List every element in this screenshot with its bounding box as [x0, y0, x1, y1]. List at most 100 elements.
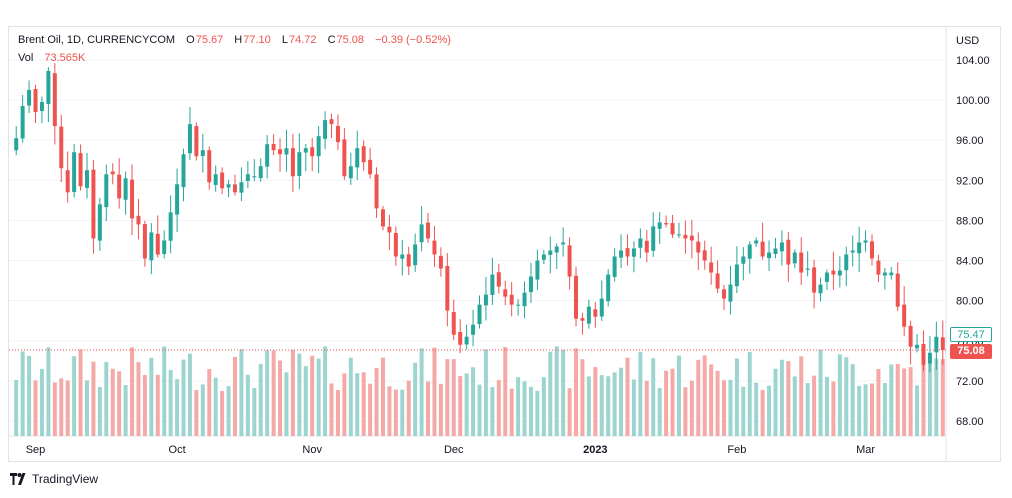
volume-bar — [799, 356, 804, 436]
candle-body — [207, 150, 212, 183]
candle-body — [445, 266, 450, 311]
volume-bar — [792, 376, 797, 436]
volume-bar — [574, 348, 579, 436]
volume-bar — [850, 364, 855, 436]
volume-bar — [348, 357, 353, 436]
volume-bar — [638, 352, 643, 436]
volume-bar — [226, 386, 231, 436]
candle-body — [818, 284, 823, 294]
tradingview-logo[interactable]: TradingView — [10, 472, 98, 486]
volume-bar — [747, 351, 752, 436]
volume-bar — [303, 366, 308, 436]
candle-body — [252, 176, 257, 178]
volume-bar — [355, 373, 360, 436]
candle-body — [168, 212, 173, 241]
candle-body — [863, 240, 868, 243]
price-tick-label: 80.00 — [956, 296, 984, 308]
volume-bar — [535, 390, 540, 436]
candle-body — [175, 184, 180, 215]
volume-bar — [419, 348, 424, 436]
candle-body — [715, 273, 720, 289]
candle-body — [200, 150, 205, 156]
candle-body — [72, 152, 77, 193]
volume-bar — [91, 361, 96, 436]
volume-bar — [464, 373, 469, 436]
candle-body — [612, 256, 617, 277]
candle-body — [535, 260, 540, 280]
volume-bar — [528, 386, 533, 436]
volume-bar — [651, 358, 656, 436]
volume-bar — [754, 382, 759, 436]
symbol-label[interactable]: Brent Oil, 1D, CURRENCYCOM — [18, 34, 176, 46]
volume-bar — [921, 355, 926, 436]
candle-body — [368, 159, 373, 175]
volume-bar — [27, 355, 32, 436]
ohlc-legend: Brent Oil, 1D, CURRENCYCOM O75.67 H77.10… — [18, 34, 452, 46]
candle-body — [882, 272, 887, 276]
volume-bar — [162, 346, 167, 436]
candle-body — [541, 254, 546, 260]
candle-body — [323, 120, 328, 139]
volume-bar — [689, 380, 694, 436]
volume-bar — [844, 357, 849, 436]
volume-bar — [895, 363, 900, 436]
volume-bar — [200, 384, 205, 436]
volume-bar — [110, 368, 115, 436]
volume-bar — [136, 362, 141, 436]
candle-body — [631, 248, 636, 257]
open-label: O — [186, 34, 195, 46]
candle-body — [78, 153, 83, 187]
volume-bar — [117, 371, 122, 436]
volume-bar — [438, 383, 443, 436]
volume-bar — [97, 386, 102, 436]
volume-bar — [245, 374, 250, 436]
volume-bar — [335, 390, 340, 436]
volume-bar — [554, 346, 559, 436]
volume-bar — [741, 386, 746, 436]
candle-body — [619, 250, 624, 258]
candle-body — [413, 244, 418, 266]
volume-bar — [503, 347, 508, 436]
candle-body — [142, 224, 147, 259]
candle-body — [265, 144, 270, 167]
candle-body — [561, 242, 566, 245]
candle-body — [670, 223, 675, 235]
candle-body — [65, 170, 70, 193]
volume-bar — [664, 370, 669, 436]
candle-body — [889, 272, 894, 276]
volume-bar — [65, 380, 70, 436]
volume-bar — [702, 355, 707, 436]
candle-body — [432, 240, 437, 255]
volume-bar — [168, 369, 173, 436]
candle-body — [837, 270, 842, 276]
candle-body — [831, 270, 836, 275]
candle-body — [503, 289, 508, 297]
candle-body — [664, 223, 669, 225]
time-tick-label: Feb — [727, 444, 746, 456]
low-label: L — [281, 34, 288, 46]
volume-bar — [670, 368, 675, 436]
candle-body — [348, 166, 353, 179]
candle-body — [496, 272, 501, 287]
candle-body — [387, 226, 392, 233]
volume-bar — [426, 381, 431, 436]
candle-body — [342, 139, 347, 177]
volume-bar — [33, 380, 38, 436]
volume-bar — [368, 383, 373, 436]
candle-body — [91, 169, 96, 239]
volume-bar — [400, 389, 405, 436]
candle-body — [689, 235, 694, 241]
volume-bar — [361, 372, 366, 436]
candle-body — [46, 70, 51, 104]
volume-bar — [805, 383, 810, 436]
volume-bar — [232, 356, 237, 436]
volume-bar — [39, 369, 44, 436]
price-tick-label: 68.00 — [956, 416, 984, 428]
volume-bar — [516, 377, 521, 436]
price-tag-high: 75.47 — [950, 327, 992, 342]
price-tick-label: 92.00 — [956, 175, 984, 187]
volume-value: 73.565K — [44, 52, 86, 64]
candle-body — [509, 294, 514, 305]
volume-bar — [541, 377, 546, 436]
